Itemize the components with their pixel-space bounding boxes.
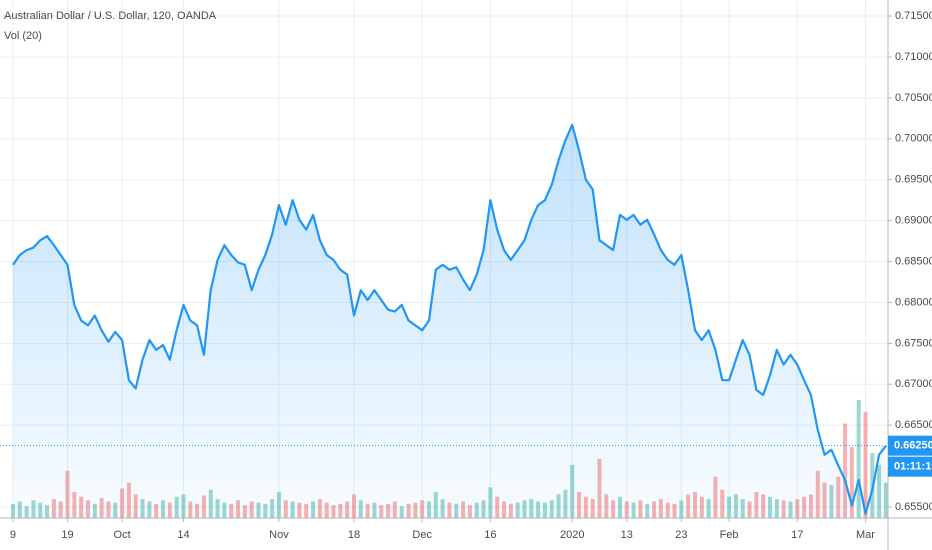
x-tick-label: 2020 <box>560 529 584 541</box>
y-tick-label: 0.69000 <box>895 215 932 227</box>
price-label-box <box>888 435 932 456</box>
x-tick-label: 19 <box>61 529 73 541</box>
x-tick-label: Nov <box>269 529 289 541</box>
y-tick-label: 0.66500 <box>895 419 932 431</box>
x-tick-label: 9 <box>10 529 16 541</box>
volume-bar <box>843 423 848 518</box>
y-tick-label: 0.68000 <box>895 296 932 308</box>
y-tick-label: 0.71000 <box>895 51 932 63</box>
y-tick-label: 0.70500 <box>895 92 932 104</box>
chart-title: Australian Dollar / U.S. Dollar, 120, OA… <box>4 10 217 22</box>
area-fill <box>13 124 886 519</box>
countdown-label: 01:11:19 <box>894 461 932 473</box>
x-tick-label: Dec <box>412 529 432 541</box>
y-tick-label: 0.65500 <box>895 501 932 513</box>
volume-bar <box>10 503 15 518</box>
x-tick-label: Oct <box>114 529 131 541</box>
x-tick-label: Mar <box>856 529 875 541</box>
x-tick-label: 17 <box>791 529 803 541</box>
volume-bar <box>856 400 861 518</box>
x-tick-label: Feb <box>720 529 739 541</box>
x-tick-label: 14 <box>177 529 189 541</box>
y-tick-label: 0.70000 <box>895 133 932 145</box>
volume-bar <box>863 411 868 518</box>
price-line <box>12 123 887 515</box>
x-tick-label: 13 <box>621 529 633 541</box>
y-tick-label: 0.71500 <box>895 10 932 22</box>
x-tick-label: 23 <box>675 529 687 541</box>
x-tick-label: 16 <box>484 529 496 541</box>
countdown-box <box>888 456 932 477</box>
indicator-label: Vol (20) <box>4 30 42 42</box>
y-tick-label: 0.67500 <box>895 337 932 349</box>
y-tick-label: 0.69500 <box>895 174 932 186</box>
volume-bar <box>849 447 854 518</box>
x-tick-label: 18 <box>348 529 360 541</box>
price-label: 0.66250 <box>894 440 932 452</box>
y-tick-label: 0.67000 <box>895 378 932 390</box>
y-tick-label: 0.68500 <box>895 255 932 267</box>
